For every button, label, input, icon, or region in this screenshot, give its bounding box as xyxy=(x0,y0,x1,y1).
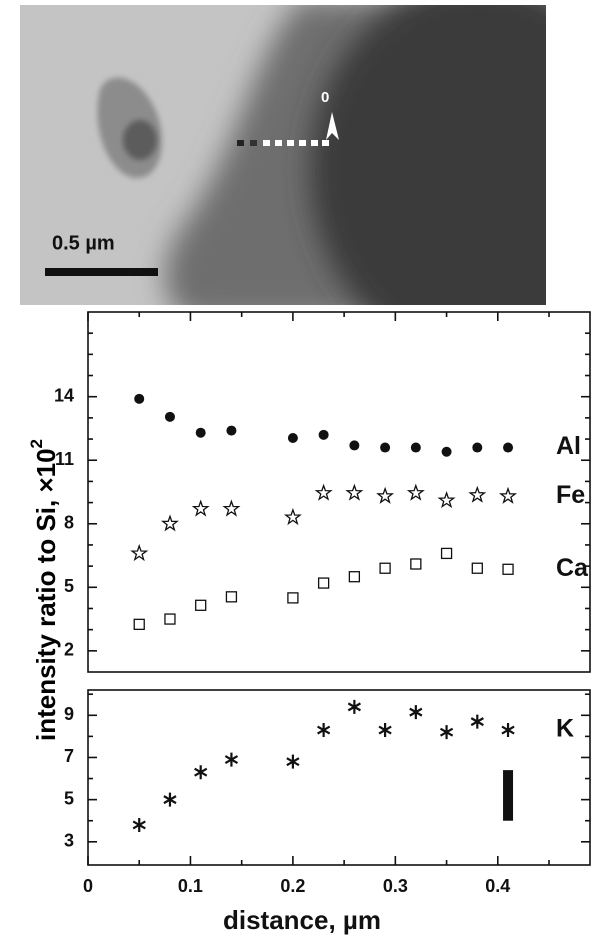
square-marker xyxy=(410,558,422,570)
asterisk-marker xyxy=(286,754,300,769)
x-tick-label: 0.2 xyxy=(280,876,305,896)
star-marker xyxy=(437,491,456,509)
asterisk-marker xyxy=(347,699,361,714)
square-marker xyxy=(133,618,145,631)
series-label: Fe xyxy=(556,481,585,509)
grain xyxy=(310,5,546,305)
square-marker xyxy=(164,613,176,625)
square-marker xyxy=(440,547,453,560)
y-tick-label: 9 xyxy=(64,704,74,724)
circle-marker xyxy=(503,442,514,453)
micrograph: 0 0.5 µm xyxy=(20,5,546,305)
square-marker xyxy=(379,562,391,574)
asterisk-marker xyxy=(132,817,146,832)
y-axis-label: intensity ratio to Si, ×102 xyxy=(27,439,60,741)
y-tick-label: 7 xyxy=(64,746,74,766)
x-tick-label: 0.4 xyxy=(485,876,510,896)
circle-marker xyxy=(134,393,145,404)
y-tick-label: 3 xyxy=(64,831,74,851)
y-tick-label: 5 xyxy=(64,576,74,596)
star-marker xyxy=(130,543,149,562)
circle-marker xyxy=(441,446,452,457)
star-marker xyxy=(160,514,179,532)
plot-frame xyxy=(87,311,591,673)
y-tick-label: 14 xyxy=(54,385,74,405)
star-marker xyxy=(376,486,395,504)
star-marker xyxy=(499,486,518,504)
star-marker xyxy=(222,499,241,517)
inclusion-core xyxy=(123,120,157,160)
asterisk-marker xyxy=(163,792,177,807)
circle-marker xyxy=(195,427,206,438)
square-marker xyxy=(317,577,330,589)
asterisk-marker xyxy=(439,725,454,740)
series-label: Al xyxy=(556,432,581,460)
star-marker xyxy=(283,507,302,526)
star-marker xyxy=(468,485,487,503)
x-tick-label: 0 xyxy=(83,876,93,896)
asterisk-marker xyxy=(501,723,515,738)
asterisk-marker xyxy=(378,723,392,738)
scale-bar xyxy=(45,268,158,276)
marker-label: 0 xyxy=(321,89,329,106)
circle-marker xyxy=(226,425,237,436)
circle-marker xyxy=(410,442,421,453)
star-marker xyxy=(191,499,210,517)
series-label: Ca xyxy=(556,554,589,582)
y-axis-label-text: intensity ratio to Si, ×10 xyxy=(31,448,61,741)
asterisk-marker xyxy=(224,752,239,767)
scale-bar-label: 0.5 µm xyxy=(52,232,115,254)
circle-marker xyxy=(287,433,298,443)
square-marker xyxy=(195,599,207,611)
asterisk-marker xyxy=(317,723,331,738)
profile-line xyxy=(237,112,339,146)
y-tick-label: 5 xyxy=(64,788,74,808)
square-marker xyxy=(287,592,299,604)
square-marker xyxy=(348,571,361,583)
x-axis-label: distance, µm xyxy=(223,905,381,935)
square-marker xyxy=(471,562,483,574)
series-label: K xyxy=(556,715,574,743)
asterisk-marker xyxy=(470,714,484,729)
circle-marker xyxy=(380,442,391,453)
x-tick-label: 0.1 xyxy=(178,876,203,896)
circle-marker xyxy=(164,411,175,422)
circle-marker xyxy=(349,440,360,451)
square-marker xyxy=(502,563,514,575)
error-bar xyxy=(503,770,514,821)
plot-frame xyxy=(87,689,591,866)
asterisk-marker xyxy=(194,765,208,780)
star-marker xyxy=(314,483,333,501)
y-tick-label: 8 xyxy=(64,513,74,533)
y-axis-label-exponent: 2 xyxy=(27,439,46,448)
square-marker xyxy=(225,591,238,603)
star-marker xyxy=(345,483,364,501)
circle-marker xyxy=(318,429,329,440)
star-marker xyxy=(406,483,425,501)
y-tick-label: 2 xyxy=(64,640,74,660)
circle-marker xyxy=(472,442,483,453)
x-tick-label: 0.3 xyxy=(383,876,408,896)
asterisk-marker xyxy=(409,705,423,720)
y-tick-label: 11 xyxy=(55,449,74,469)
